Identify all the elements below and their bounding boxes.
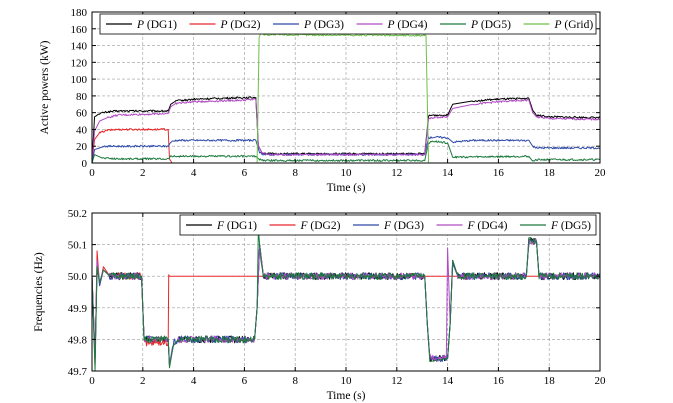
freq-y-tick-label: 50.2 xyxy=(68,208,87,220)
power-x-tick-label: 2 xyxy=(140,167,146,179)
power-legend-suffix: (DG4) xyxy=(395,19,428,31)
freq-x-tick-label: 16 xyxy=(493,375,505,387)
freq-x-tick-label: 6 xyxy=(242,375,248,387)
freq-x-tick-label: 10 xyxy=(341,375,353,387)
freq-legend-suffix: (DG5) xyxy=(558,220,591,232)
power-series-line-6 xyxy=(92,32,600,163)
power-legend-suffix: (DG1) xyxy=(144,19,177,31)
power-x-tick-label: 12 xyxy=(391,167,402,179)
power-legend-suffix: (DG3) xyxy=(311,19,344,31)
power-y-tick-label: 40 xyxy=(76,124,88,136)
power-legend: P (DG1) P (DG2) P (DG3) P (DG4) P (DG5) P (Gr… xyxy=(99,13,597,35)
power-y-tick-label: 80 xyxy=(76,91,88,103)
power-series-line-3 xyxy=(92,135,600,163)
freq-y-tick-label: 49.9 xyxy=(68,303,88,315)
power-x-tick-label: 14 xyxy=(442,167,454,179)
freq-y-axis-label: Frequencies (Hz) xyxy=(33,252,45,332)
power-legend-label: P (DG1) xyxy=(136,19,177,31)
freq-series-line-5 xyxy=(92,228,600,371)
freq-legend-label: F (DG1) xyxy=(216,220,257,232)
power-y-tick-label: 160 xyxy=(71,24,88,36)
power-x-tick-label: 18 xyxy=(544,167,556,179)
freq-legend-suffix: (DG4) xyxy=(475,220,508,232)
power-legend-label: P (DG5) xyxy=(470,19,511,31)
freq-legend-label: F (DG5) xyxy=(550,220,591,232)
freq-x-tick-label: 12 xyxy=(391,375,402,387)
power-legend-box xyxy=(99,13,597,35)
power-legend-label: P (DG4) xyxy=(387,19,428,31)
freq-y-tick-label: 50.1 xyxy=(68,240,87,252)
freq-y-tick-label: 49.7 xyxy=(68,366,88,378)
freq-y-axis: 49.7 49.8 49.9 50.0 50.1 50.2 xyxy=(68,208,600,378)
freq-series-group xyxy=(92,228,600,371)
freq-x-tick-label: 18 xyxy=(544,375,556,387)
freq-x-tick-label: 2 xyxy=(140,375,146,387)
power-y-tick-label: 0 xyxy=(82,158,88,170)
freq-x-tick-label: 8 xyxy=(292,375,298,387)
power-legend-symbol: P xyxy=(554,19,562,31)
power-y-tick-label: 100 xyxy=(71,74,88,86)
active-power-panel: 0 2 4 6 8 10 12 14 16 18 20 0 20 40 60 80 100 120 140 160 18… xyxy=(39,7,606,194)
freq-legend-label: F (DG4) xyxy=(467,220,508,232)
power-legend-symbol: P xyxy=(387,19,395,31)
power-y-tick-label: 140 xyxy=(71,41,88,53)
power-x-tick-label: 20 xyxy=(595,167,607,179)
freq-legend-suffix: (DG3) xyxy=(391,220,424,232)
freq-legend-symbol: F xyxy=(216,220,225,232)
freq-legend-label: F (DG3) xyxy=(383,220,424,232)
power-legend-symbol: P xyxy=(136,19,144,31)
power-x-tick-label: 8 xyxy=(292,167,298,179)
power-legend-suffix: (DG5) xyxy=(478,19,511,31)
power-legend-label: P (DG3) xyxy=(303,19,344,31)
freq-x-tick-label: 20 xyxy=(595,375,607,387)
power-grid xyxy=(92,12,600,163)
power-legend-symbol: P xyxy=(220,19,228,31)
power-x-tick-label: 4 xyxy=(191,167,197,179)
freq-x-axis: 0 2 4 6 8 10 12 14 16 18 20 xyxy=(89,213,606,387)
freq-legend-label: F (DG2) xyxy=(300,220,341,232)
power-legend-symbol: P xyxy=(303,19,311,31)
freq-legend-symbol: F xyxy=(550,220,559,232)
freq-x-axis-label: Time (s) xyxy=(327,390,366,402)
freq-legend-symbol: F xyxy=(300,220,309,232)
freq-legend-symbol: F xyxy=(467,220,476,232)
freq-y-tick-label: 50.0 xyxy=(68,271,88,283)
power-x-axis: 0 2 4 6 8 10 12 14 16 18 20 xyxy=(89,12,606,179)
power-legend-symbol: P xyxy=(470,19,478,31)
freq-legend-box xyxy=(179,214,597,236)
power-legend-label: P (DG2) xyxy=(220,19,261,31)
power-x-axis-label: Time (s) xyxy=(327,182,366,194)
freq-legend-suffix: (DG1) xyxy=(224,220,257,232)
power-y-axis: 0 20 40 60 80 100 120 140 160 180 xyxy=(71,7,600,170)
frequency-panel: 0 2 4 6 8 10 12 14 16 18 20 49.7 49.8 49.9 50.0 50.1 50.… xyxy=(33,208,606,402)
freq-grid xyxy=(92,213,600,371)
power-x-tick-label: 0 xyxy=(89,167,95,179)
power-y-tick-label: 20 xyxy=(76,141,88,153)
freq-x-tick-label: 14 xyxy=(442,375,454,387)
power-y-tick-label: 120 xyxy=(71,57,88,69)
power-y-tick-label: 60 xyxy=(76,108,88,120)
freq-legend: F (DG1) F (DG2) F (DG3) F (DG4) F (DG5) xyxy=(179,214,597,236)
power-legend-suffix: (Grid) xyxy=(562,19,594,31)
freq-y-tick-label: 49.8 xyxy=(68,334,88,346)
power-y-axis-label: Active powers (kW) xyxy=(39,40,51,134)
power-x-tick-label: 6 xyxy=(242,167,248,179)
power-y-tick-label: 180 xyxy=(71,7,88,19)
power-x-tick-label: 16 xyxy=(493,167,505,179)
power-series-line-4 xyxy=(92,98,600,163)
freq-legend-symbol: F xyxy=(383,220,392,232)
freq-x-tick-label: 4 xyxy=(191,375,197,387)
freq-legend-suffix: (DG2) xyxy=(308,220,341,232)
power-legend-suffix: (DG2) xyxy=(228,19,261,31)
freq-x-tick-label: 0 xyxy=(89,375,95,387)
power-legend-label: P (Grid) xyxy=(554,19,594,31)
power-x-tick-label: 10 xyxy=(341,167,353,179)
